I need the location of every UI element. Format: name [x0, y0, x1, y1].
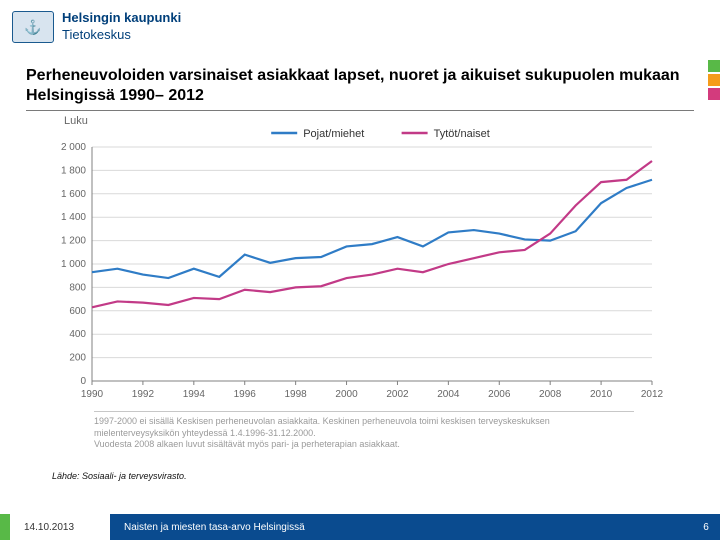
svg-text:2000: 2000: [335, 389, 358, 400]
svg-text:1 800: 1 800: [61, 165, 86, 176]
svg-text:1992: 1992: [132, 389, 155, 400]
svg-text:1990: 1990: [81, 389, 104, 400]
footnote-line: Vuodesta 2008 alkaen luvut sisältävät my…: [94, 439, 634, 451]
svg-text:1 200: 1 200: [61, 236, 86, 247]
footer: 14.10.2013 Naisten ja miesten tasa-arvo …: [0, 514, 720, 540]
chart-footnote: 1997-2000 ei sisällä Keskisen perheneuvo…: [94, 411, 634, 451]
svg-text:2004: 2004: [437, 389, 460, 400]
svg-text:1 600: 1 600: [61, 189, 86, 200]
source-text: Lähde: Sosiaali- ja terveysvirasto.: [52, 471, 694, 481]
footnote-line: mielenterveysyksikön yhteydessä 1.4.1996…: [94, 428, 634, 440]
svg-text:1996: 1996: [234, 389, 257, 400]
svg-text:2002: 2002: [386, 389, 409, 400]
svg-text:800: 800: [69, 282, 86, 293]
line-chart: 0 200 400 600 800 1 000 1 200 1 400 1 600 1 800 2 …: [44, 117, 664, 407]
title-rule: [26, 110, 694, 111]
footer-page-number: 6: [692, 514, 720, 540]
org-line2: Tietokeskus: [62, 27, 181, 44]
svg-text:2008: 2008: [539, 389, 562, 400]
svg-text:2010: 2010: [590, 389, 613, 400]
svg-text:Pojat/miehet: Pojat/miehet: [303, 128, 364, 140]
svg-text:2012: 2012: [641, 389, 664, 400]
svg-text:2006: 2006: [488, 389, 511, 400]
svg-text:1 400: 1 400: [61, 212, 86, 223]
chart-container: Luku 0 200 400 600 800 1 000 1 200 1 400 1 600 1 …: [44, 117, 694, 451]
footer-accent: [0, 514, 10, 540]
svg-text:Tytöt/naiset: Tytöt/naiset: [434, 128, 490, 140]
svg-text:2 000: 2 000: [61, 142, 86, 153]
footer-date: 14.10.2013: [24, 522, 110, 533]
svg-text:400: 400: [69, 329, 86, 340]
decorative-color-bars: [708, 60, 720, 100]
footer-title-bar: Naisten ja miesten tasa-arvo Helsingissä: [110, 514, 692, 540]
main-content: Perheneuvoloiden varsinaiset asiakkaat l…: [0, 52, 720, 481]
svg-text:200: 200: [69, 353, 86, 364]
header: ⚓ Helsingin kaupunki Tietokeskus: [0, 0, 720, 52]
footnote-line: 1997-2000 ei sisällä Keskisen perheneuvo…: [94, 416, 634, 428]
org-line1: Helsingin kaupunki: [62, 10, 181, 27]
footer-title: Naisten ja miesten tasa-arvo Helsingissä: [124, 522, 305, 533]
svg-text:1 000: 1 000: [61, 259, 86, 270]
svg-text:1998: 1998: [285, 389, 308, 400]
svg-text:0: 0: [80, 376, 86, 387]
svg-text:1994: 1994: [183, 389, 206, 400]
city-crest-logo: ⚓: [12, 11, 54, 43]
org-name: Helsingin kaupunki Tietokeskus: [62, 10, 181, 44]
svg-text:600: 600: [69, 306, 86, 317]
y-axis-label: Luku: [64, 115, 88, 127]
slide-title: Perheneuvoloiden varsinaiset asiakkaat l…: [26, 66, 694, 106]
